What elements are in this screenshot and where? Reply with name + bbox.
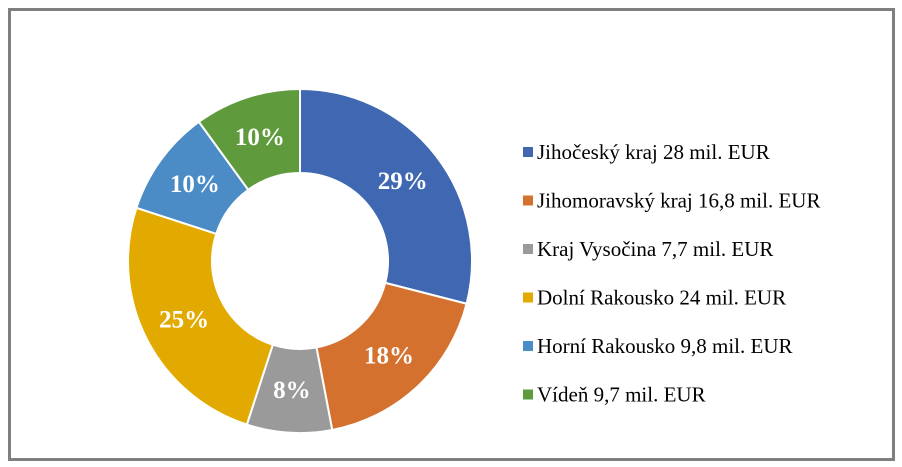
data-label: 10% bbox=[235, 124, 285, 151]
legend-swatch bbox=[523, 195, 533, 206]
legend-swatch bbox=[523, 341, 533, 351]
donut-slice bbox=[127, 206, 275, 426]
data-label: 8% bbox=[273, 377, 311, 404]
data-label: 25% bbox=[159, 307, 209, 334]
data-label: 10% bbox=[170, 171, 220, 198]
donut-slice bbox=[299, 87, 473, 305]
legend-label: Jihočeský kraj 28 mil. EUR bbox=[537, 140, 770, 164]
legend-swatch bbox=[523, 244, 533, 254]
data-label: 29% bbox=[378, 168, 428, 195]
donut-slice bbox=[315, 281, 468, 432]
legend-label: Vídeň 9,7 mil. EUR bbox=[537, 383, 706, 407]
legend-swatch bbox=[523, 292, 533, 303]
legend-swatch bbox=[523, 389, 533, 400]
legend-label: Dolní Rakousko 24 mil. EUR bbox=[537, 286, 786, 310]
data-label: 18% bbox=[364, 342, 414, 369]
legend-label: Kraj Vysočina 7,7 mil. EUR bbox=[537, 237, 773, 261]
legend-label: Horní Rakousko 9,8 mil. EUR bbox=[537, 334, 793, 358]
donut-slice bbox=[197, 87, 301, 192]
legend-swatch bbox=[523, 147, 533, 157]
legend-label: Jihomoravský kraj 16,8 mil. EUR bbox=[537, 189, 820, 213]
